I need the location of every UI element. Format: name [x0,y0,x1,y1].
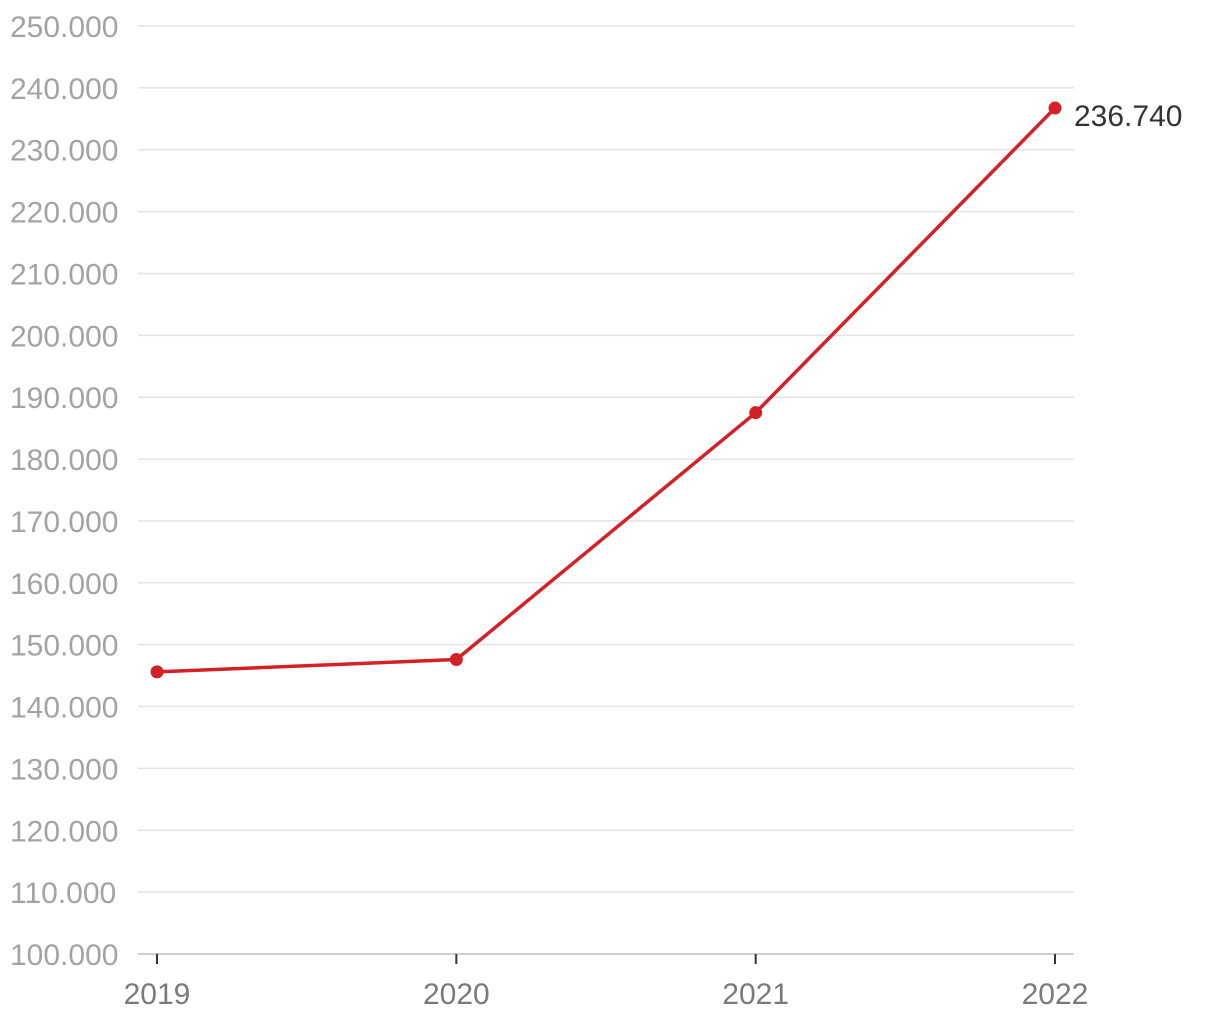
y-tick-label: 110.000 [10,877,116,910]
data-label: 236.740 [1074,100,1182,133]
y-tick-label: 220.000 [10,197,118,230]
y-tick-label: 200.000 [10,320,118,353]
series-layer [150,101,1062,679]
y-tick-label: 100.000 [10,939,118,972]
x-axis: 2019 2020 2021 2022 [124,954,1089,1011]
x-tick-label: 2022 [1022,978,1089,1011]
data-point [150,665,164,679]
data-point [449,653,463,667]
y-tick-label: 210.000 [10,258,118,291]
y-tick-label: 230.000 [10,135,118,168]
gridlines [138,25,1074,955]
y-axis: 100.000 110.000 120.000 130.000 140.000 150.0… [10,11,118,972]
y-tick-label: 120.000 [10,815,118,848]
data-point [749,406,763,420]
y-tick-label: 180.000 [10,444,118,477]
y-tick-label: 140.000 [10,692,118,725]
x-tick-label: 2019 [124,978,191,1011]
y-tick-label: 170.000 [10,506,118,539]
series-line [156,106,1057,674]
y-tick-label: 150.000 [10,630,118,663]
y-tick-label: 130.000 [10,753,118,786]
y-tick-label: 160.000 [10,568,118,601]
y-tick-label: 240.000 [10,73,118,106]
y-tick-label: 190.000 [10,382,118,415]
x-tick-label: 2020 [423,978,490,1011]
data-labels: 236.740 [1074,100,1182,133]
data-point [1048,101,1062,115]
y-tick-label: 250.000 [10,11,118,44]
x-tick-label: 2021 [722,978,789,1011]
